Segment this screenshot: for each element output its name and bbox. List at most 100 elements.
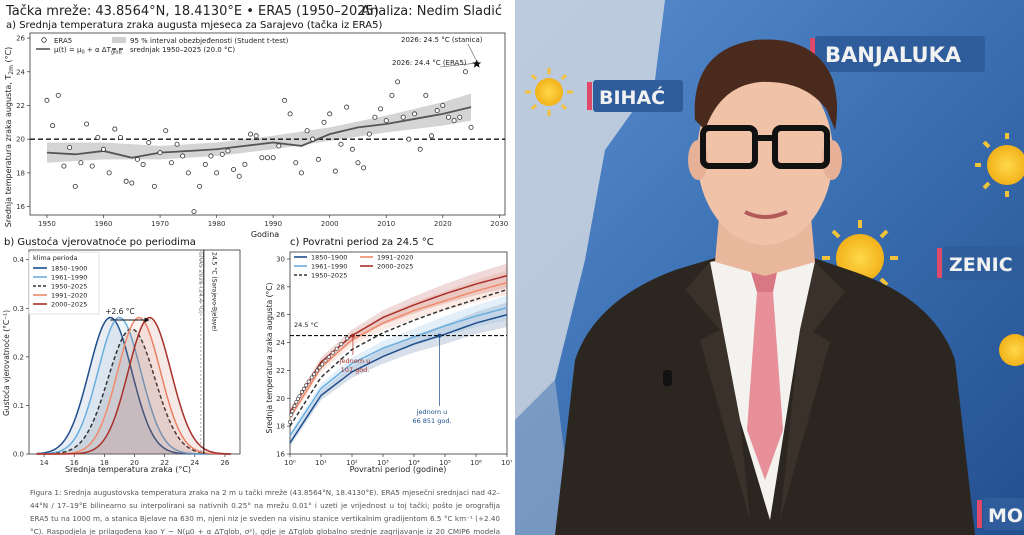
x-tick-label: 2020 (434, 220, 452, 228)
data-point (332, 168, 338, 174)
data-point (395, 79, 401, 85)
panel-a-chart: Srednja temperatura zraka augusta, T2m (… (4, 32, 508, 239)
data-point (157, 150, 163, 156)
data-point (338, 141, 344, 147)
data-point (78, 160, 84, 166)
data-point (151, 183, 157, 189)
data-point (84, 121, 90, 127)
data-point (287, 111, 293, 117)
y-tick-label: 0.0 (13, 451, 24, 459)
data-point (231, 166, 237, 172)
vline-label-era5: ERA5 2026 (24.4 °C) (197, 252, 204, 314)
legend-label: 2000–2025 (51, 301, 87, 309)
observation-point (320, 362, 325, 367)
x-tick-label: 10⁰ (284, 459, 296, 467)
legend-label: 1961–1990 (51, 274, 87, 282)
observation-point (345, 336, 350, 341)
x-tick-label: 10⁵ (439, 459, 451, 467)
data-point (185, 170, 191, 176)
data-point (462, 69, 468, 75)
data-point (61, 163, 67, 169)
y-tick-label: 18 (16, 169, 25, 177)
data-point (327, 111, 333, 117)
data-point (270, 155, 276, 161)
data-point (202, 161, 208, 167)
panel-c-threshold-label: 24.5 °C (294, 321, 319, 329)
trend-line (46, 106, 472, 159)
face (697, 65, 833, 245)
x-tick-label: 1990 (264, 220, 282, 228)
city-sign-label: BIHAĆ (599, 85, 665, 109)
data-point (146, 140, 152, 146)
data-point (361, 165, 367, 171)
city-sign-label: ZENIC (949, 254, 1013, 276)
data-point (44, 97, 50, 103)
data-point (383, 118, 389, 124)
x-tick-label: 10¹ (315, 459, 327, 467)
panel-c-title: c) Povratni period za 24.5 °C (290, 237, 434, 248)
x-tick-label: 10² (346, 459, 358, 467)
legend-era5-label: ERA5 (54, 37, 72, 45)
y-tick-label: 26 (276, 311, 285, 319)
data-point (248, 131, 254, 137)
city-sign-banjaluka: BANJALUKA (810, 36, 985, 72)
data-point (67, 145, 73, 151)
data-point (242, 161, 248, 167)
data-point (123, 178, 129, 184)
data-point (304, 128, 310, 134)
data-point (117, 134, 123, 140)
legend-label: 2000–2025 (377, 263, 413, 271)
observation-point (288, 420, 292, 424)
x-tick-label: 20 (130, 459, 139, 467)
data-point (259, 155, 265, 161)
data-point (225, 148, 231, 154)
panel-b-title: b) Gustoća vjerovatnoće po periodima (4, 237, 196, 248)
panel-b-shift-label: +2.6 °C (105, 307, 135, 316)
return-curve (289, 274, 508, 413)
panel-b-xlabel: Srednja temperatura zraka (°C) (65, 465, 191, 474)
density-curve (36, 316, 231, 455)
data-point (372, 114, 378, 120)
header-left: Tačka mreže: 43.8564°N, 18.4130°E • ERA5… (6, 4, 379, 19)
y-tick-label: 0.3 (13, 305, 24, 313)
x-tick-label: 16 (70, 459, 79, 467)
x-tick-label: 2030 (490, 220, 508, 228)
data-point (378, 106, 384, 112)
sun-icon (525, 68, 573, 116)
data-point (417, 146, 423, 152)
data-point (174, 141, 180, 147)
observation-point (330, 350, 335, 355)
station-star (472, 59, 482, 68)
city-sign-label: MO (988, 505, 1023, 527)
legend-label: 1950–2025 (311, 272, 347, 280)
x-tick-label: 14 (40, 459, 49, 467)
data-point (310, 136, 316, 142)
data-point (468, 124, 474, 130)
data-point (457, 114, 463, 120)
return-curve (289, 306, 508, 437)
return-curve (289, 288, 508, 427)
legend-label: 1991–2020 (377, 254, 413, 262)
panel-c-chart: Srednja temperatura zraka augusta (°C) 1… (265, 251, 512, 474)
y-tick-label: 22 (16, 102, 25, 110)
y-tick-label: 30 (276, 255, 285, 263)
x-tick-label: 10⁷ (501, 459, 512, 467)
lapel-right (780, 262, 845, 520)
legend-label: 1961–1990 (311, 263, 347, 271)
density-fill (36, 317, 233, 454)
data-point (406, 136, 412, 142)
data-point (89, 163, 95, 169)
observation-point (294, 400, 299, 404)
data-point (349, 146, 355, 152)
vline-label-station: 24.5 °C (Sarajevo-Bjelave) (210, 252, 217, 331)
uncertainty-band (290, 302, 507, 447)
panel-c-xlabel: Povratni period (godine) (350, 465, 447, 474)
observation-point (306, 379, 311, 384)
shift-arrow-head (144, 317, 150, 323)
data-point (281, 97, 287, 103)
data-point (72, 183, 78, 189)
density-curve (36, 316, 231, 455)
x-tick-label: 22 (160, 459, 169, 467)
data-point (276, 143, 282, 149)
observation-point (327, 354, 331, 359)
